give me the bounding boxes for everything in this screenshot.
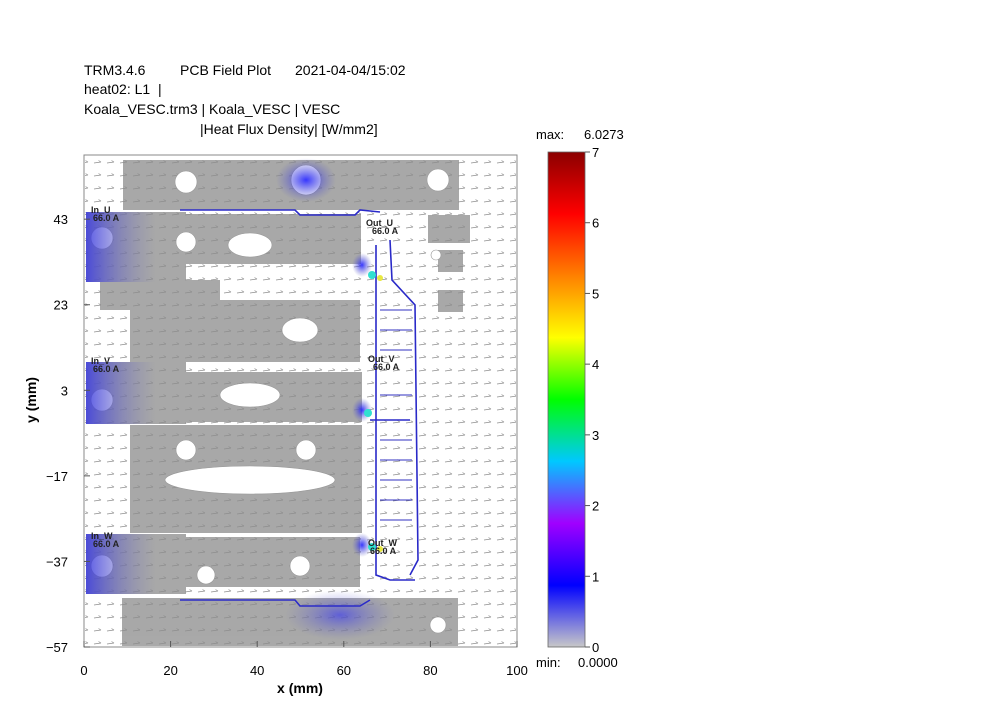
heat-flux-highlights — [86, 158, 395, 640]
colorbar-tick-label: 2 — [592, 499, 599, 514]
annotation-in-v-current: 66.0 A — [93, 364, 120, 374]
x-axis-title: x (mm) — [277, 680, 323, 696]
annotation-in-u-current: 66.0 A — [93, 213, 120, 223]
y-tick-label: 43 — [54, 212, 68, 227]
colorbar-min-value: 0.0000 — [578, 655, 618, 670]
annotation-in-w-current: 66.0 A — [93, 539, 120, 549]
x-tick-label: 0 — [80, 663, 87, 678]
y-tick-label: −17 — [46, 469, 68, 484]
colorbar-min-label: min: — [536, 655, 561, 670]
hotspots — [364, 271, 383, 552]
traces — [180, 209, 419, 607]
header-app: TRM3.4.6 — [84, 62, 146, 78]
annotation-out-w-name: Out_W — [368, 538, 398, 548]
x-tick-label: 100 — [506, 663, 528, 678]
header-timestamp: 2021-04-04/15:02 — [295, 62, 406, 78]
annotation-out-w-current: 66.0 A — [370, 546, 397, 556]
colorbar — [547, 151, 586, 648]
colorbar-tick-label: 4 — [592, 357, 599, 372]
colorbar-tick-label: 5 — [592, 286, 599, 301]
colorbar-tick-label: 3 — [592, 428, 599, 443]
trace-stubs — [380, 309, 412, 521]
colorbar-tick-label: 0 — [592, 640, 599, 655]
port-annotations: In_U 66.0 A Out_U 66.0 A In_V 66.0 A Out… — [91, 205, 400, 556]
annotation-out-u-name: Out_U — [366, 218, 393, 228]
y-axis: 43 23 3 −17 −37 −57 — [46, 212, 90, 655]
y-tick-label: −37 — [46, 554, 68, 569]
colorbar-ticks: 0 1 2 3 4 5 6 7 — [585, 145, 599, 655]
annotation-out-u-current: 66.0 A — [372, 226, 399, 236]
y-tick-label: 23 — [54, 298, 68, 313]
x-tick-label: 20 — [163, 663, 177, 678]
x-axis: 0 20 40 60 80 100 — [80, 641, 528, 678]
x-tick-label: 40 — [250, 663, 264, 678]
header-plot-name: PCB Field Plot — [180, 62, 272, 78]
header-line3: Koala_VESC.trm3 | Koala_VESC | VESC — [84, 101, 341, 117]
colorbar-tick-label: 6 — [592, 216, 599, 231]
annotation-in-w-name: In_W — [91, 531, 113, 541]
colorbar-tick-label: 1 — [592, 569, 599, 584]
annotation-in-u-name: In_U — [91, 205, 111, 215]
y-tick-label: −57 — [46, 640, 68, 655]
annotation-in-v-name: In_V — [91, 356, 110, 366]
colorbar-max-value: 6.0273 — [584, 127, 624, 142]
y-tick-label: 3 — [61, 383, 68, 398]
chart-subtitle: |Heat Flux Density| [W/mm2] — [200, 121, 378, 137]
annotation-out-v-current: 66.0 A — [373, 362, 400, 372]
y-axis-title: y (mm) — [23, 377, 39, 423]
colorbar-max-label: max: — [536, 127, 564, 142]
colorbar-tick-label: 7 — [592, 145, 599, 160]
x-tick-label: 60 — [337, 663, 351, 678]
annotation-out-v-name: Out_V — [368, 354, 395, 364]
header-line2: heat02: L1 | — [84, 81, 162, 97]
x-tick-label: 80 — [423, 663, 437, 678]
